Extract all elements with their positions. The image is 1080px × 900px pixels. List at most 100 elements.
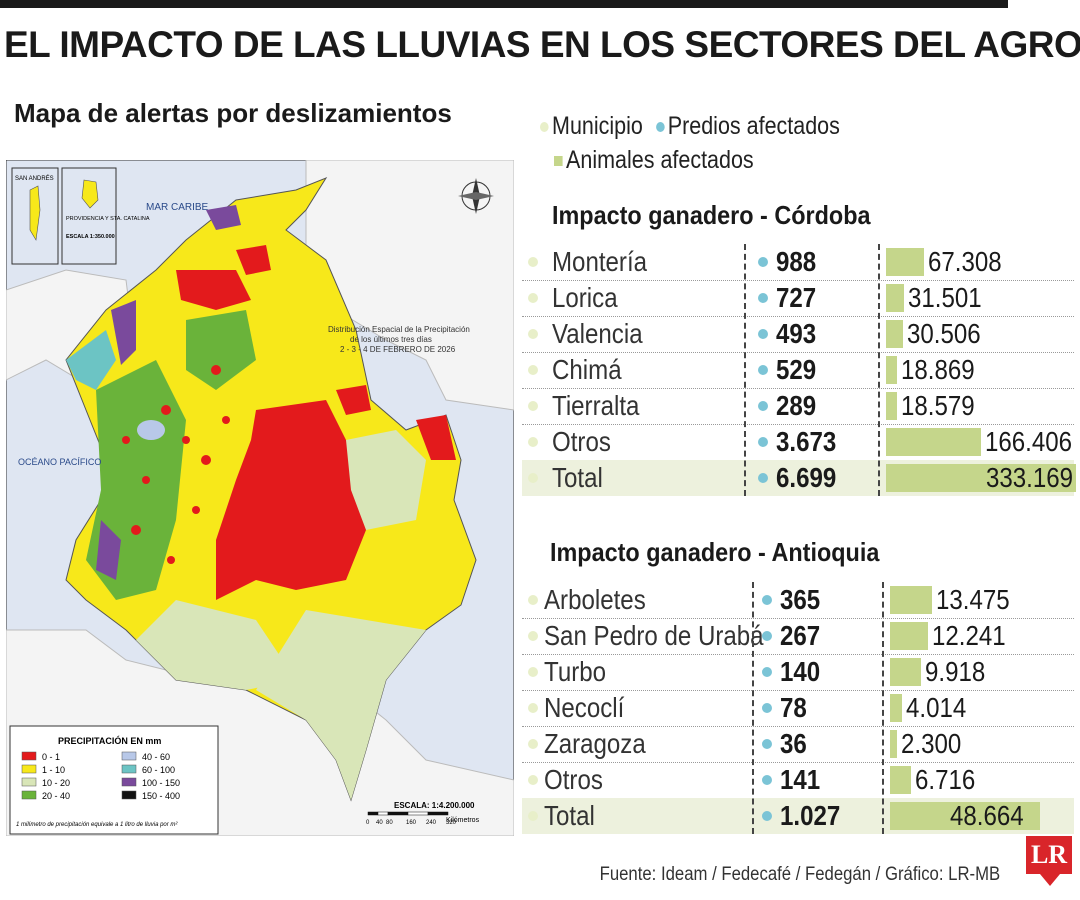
precip-legend-swatch	[121, 790, 137, 800]
animales-bar-track: 2.300	[890, 728, 1040, 759]
municipio-dot-icon	[528, 293, 538, 303]
precip-legend-label: 150 - 400	[142, 791, 180, 801]
animales-bar-track: 12.241	[890, 620, 1040, 651]
municipio-name: Tierralta	[552, 390, 640, 421]
animales-value: 67.308	[928, 246, 1002, 277]
animales-bar	[886, 248, 924, 276]
municipio-name: Arboletes	[544, 584, 646, 615]
precip-legend-swatch	[21, 777, 37, 787]
predios-dot-icon	[762, 775, 772, 785]
scale-segment	[407, 811, 429, 816]
animales-bar-track: 30.506	[886, 318, 1076, 349]
animales-square-icon	[554, 156, 563, 167]
animales-value: 6.716	[915, 764, 976, 795]
precip-legend-swatch	[121, 764, 137, 774]
table-row: Montería 988 67.308	[522, 244, 1074, 281]
table-row: Chimá 529 18.869	[522, 352, 1074, 389]
antioquia-title: Impacto ganadero - Antioquia	[550, 537, 880, 567]
table-row: Lorica 727 31.501	[522, 280, 1074, 317]
scale-tick-label: 0	[366, 820, 370, 826]
municipio-dot-icon	[528, 811, 538, 821]
municipio-name: San Pedro de Urabá	[544, 620, 764, 651]
precip-legend-swatch	[121, 777, 137, 787]
precip-legend-label: 100 - 150	[142, 778, 180, 788]
scale-tick-label: 80	[386, 820, 393, 826]
predios-dot-icon	[758, 257, 768, 267]
municipio-dot-icon	[528, 329, 538, 339]
legend-municipio: Municipio	[552, 112, 643, 140]
precip-legend-title: PRECIPITACIÓN EN mm	[58, 735, 161, 746]
municipio-dot-icon	[528, 365, 538, 375]
municipio-dot-icon	[528, 631, 538, 641]
lr-logo: LR	[1026, 836, 1072, 874]
precip-legend-label: 60 - 100	[142, 765, 175, 775]
municipio-name: Turbo	[544, 656, 607, 687]
animales-bar	[890, 730, 897, 758]
municipio-name: Total	[544, 800, 595, 831]
table-row: Otros 3.673 166.406	[522, 424, 1074, 461]
table-row: Valencia 493 30.506	[522, 316, 1074, 353]
predios-dot-icon	[758, 293, 768, 303]
predios-value: 140	[780, 656, 821, 687]
municipio-dot-icon	[540, 122, 549, 133]
inset-providencia-label: PROVIDENCIA Y STA. CATALINA	[66, 216, 150, 222]
predios-dot-icon	[762, 667, 772, 677]
animales-bar	[890, 766, 911, 794]
predios-dot-icon	[762, 631, 772, 641]
column-separator	[752, 582, 754, 834]
precip-legend-label: 20 - 40	[42, 791, 70, 801]
precip-legend-swatch	[121, 751, 137, 761]
column-separator	[744, 244, 746, 496]
series-legend-row-1: Municipio Predios afectados	[540, 112, 840, 141]
animales-bar	[886, 320, 903, 348]
predios-value: 493	[776, 318, 817, 349]
precip-legend-swatch	[21, 764, 37, 774]
animales-value: 333.169	[986, 462, 1074, 493]
predios-dot-icon	[762, 739, 772, 749]
predios-value: 78	[780, 692, 807, 723]
municipio-name: Total	[552, 462, 603, 493]
animales-bar-track: 9.918	[890, 656, 1040, 687]
municipio-dot-icon	[528, 257, 538, 267]
predios-value: 6.699	[776, 462, 837, 493]
scale-tick-label: 320	[446, 820, 457, 826]
animales-bar	[886, 392, 897, 420]
predios-dot-icon	[758, 365, 768, 375]
municipio-dot-icon	[528, 595, 538, 605]
lr-logo-tail	[1040, 874, 1060, 886]
municipio-dot-icon	[528, 775, 538, 785]
source-note: Fuente: Ideam / Fedecafé / Fedegán / Grá…	[599, 864, 1000, 885]
animales-bar-track: 4.014	[890, 692, 1040, 723]
scale-segment	[367, 811, 379, 816]
predios-dot-icon	[758, 437, 768, 447]
predios-value: 365	[780, 584, 821, 615]
inset-san-andres-label: SAN ANDRÉS	[15, 175, 54, 182]
animales-value: 166.406	[985, 426, 1073, 457]
predios-dot-icon	[655, 122, 665, 133]
total-row: Total 1.027 48.664	[522, 798, 1074, 834]
precip-legend-swatch	[21, 751, 37, 761]
animales-value: 12.241	[932, 620, 1006, 651]
map-scale-label: ESCALA: 1:4.200.000	[394, 801, 475, 810]
animales-value: 18.579	[901, 390, 975, 421]
predios-value: 1.027	[780, 800, 841, 831]
map-scale-unit: Kilómetros	[446, 817, 480, 824]
animales-bar	[890, 802, 1040, 830]
animales-bar-track: 13.475	[890, 584, 1040, 615]
predios-value: 529	[776, 354, 817, 385]
municipio-name: Necoclí	[544, 692, 625, 723]
animales-bar-track: 67.308	[886, 246, 1076, 277]
animales-bar	[886, 428, 981, 456]
animales-bar-track: 18.579	[886, 390, 1076, 421]
animales-value: 30.506	[907, 318, 981, 349]
scale-tick-label: 40	[376, 820, 383, 826]
animales-bar-track: 48.664	[890, 800, 1040, 831]
precip-legend-label: 40 - 60	[142, 752, 170, 762]
predios-value: 727	[776, 282, 817, 313]
municipio-dot-icon	[528, 739, 538, 749]
animales-bar	[886, 284, 904, 312]
predios-value: 141	[780, 764, 821, 795]
animales-bar-track: 166.406	[886, 426, 1076, 457]
table-row: Zaragoza 36 2.300	[522, 726, 1074, 763]
table-row: Tierralta 289 18.579	[522, 388, 1074, 425]
